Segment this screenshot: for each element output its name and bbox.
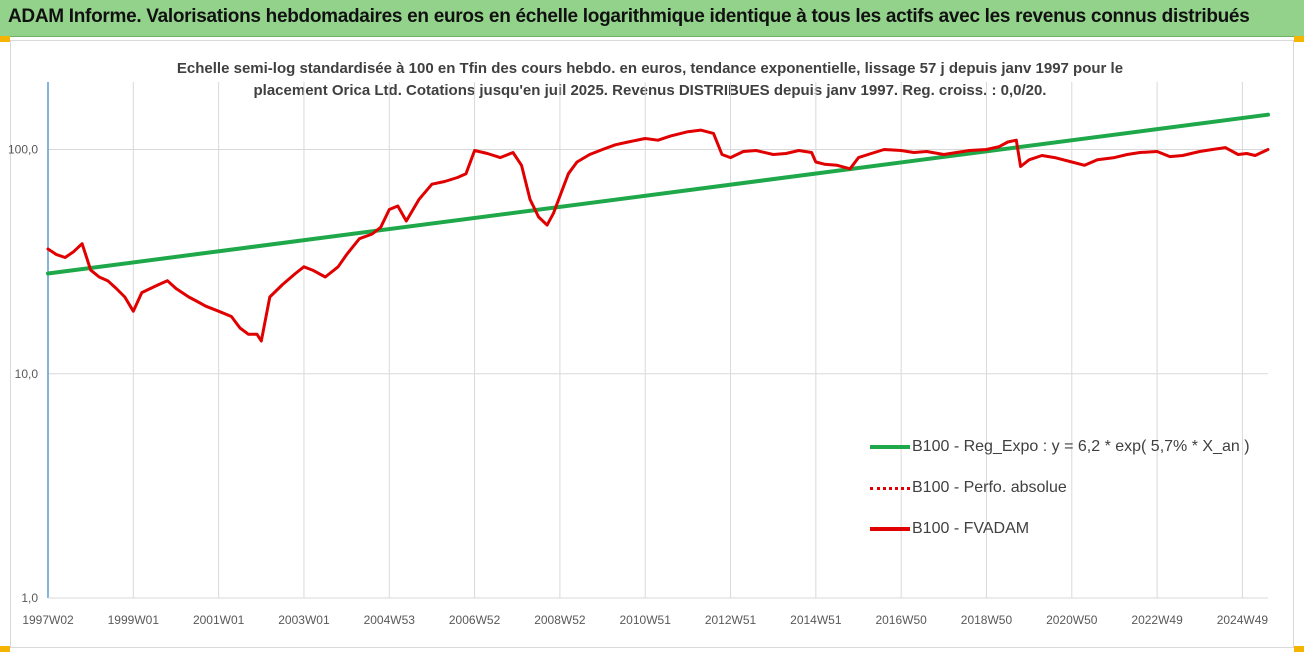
corner-mark (1294, 36, 1304, 42)
legend-label-regression: B100 - Reg_Expo : y = 6,2 * exp( 5,7% * … (912, 438, 1250, 455)
legend-swatch-fvadam (870, 527, 910, 531)
y-tick-label: 10,0 (15, 367, 39, 381)
legend-entry-perfo: B100 - Perfo. absolue (870, 477, 1270, 499)
y-tick-label: 1,0 (21, 591, 38, 605)
x-tick-label: 2022W49 (1131, 613, 1183, 627)
x-tick-label: 2018W50 (961, 613, 1013, 627)
x-tick-label: 2014W51 (790, 613, 842, 627)
corner-mark (0, 36, 10, 42)
legend-label-fvadam: B100 - FVADAM (912, 520, 1030, 537)
corner-mark (1294, 646, 1304, 652)
regression-line (46, 112, 1270, 276)
chart-area (10, 40, 1294, 648)
legend-label-perfo: B100 - Perfo. absolue (912, 479, 1067, 496)
x-tick-label: 2006W52 (449, 613, 501, 627)
x-tick-label: 2020W50 (1046, 613, 1098, 627)
x-tick-label: 2016W50 (875, 613, 927, 627)
x-tick-label: 1997W02 (22, 613, 74, 627)
chart-subtitle-line1: Echelle semi-log standardisée à 100 en T… (176, 60, 1124, 77)
title-banner: ADAM Informe. Valorisations hebdomadaire… (0, 0, 1304, 37)
x-tick-label: 2001W01 (193, 613, 245, 627)
fvadam-series-line (46, 128, 1270, 343)
y-tick-label: 100,0 (8, 143, 38, 157)
legend-swatch-regression (870, 445, 910, 449)
x-tick-label: 2024W49 (1217, 613, 1269, 627)
page-title: ADAM Informe. Valorisations hebdomadaire… (8, 6, 1250, 27)
chart-subtitle: Echelle semi-log standardisée à 100 en T… (150, 58, 1150, 102)
chart-subtitle-line2: placement Orica Ltd. Cotations jusqu'en … (253, 82, 1047, 99)
x-tick-label: 2008W52 (534, 613, 586, 627)
x-tick-label: 2003W01 (278, 613, 330, 627)
legend-swatch-perfo (870, 486, 910, 490)
chart-legend: B100 - Reg_Expo : y = 6,2 * exp( 5,7% * … (870, 436, 1270, 559)
x-tick-label: 1999W01 (108, 613, 160, 627)
x-tick-label: 2010W51 (620, 613, 672, 627)
x-tick-label: 2012W51 (705, 613, 757, 627)
corner-mark (0, 646, 10, 652)
legend-entry-regression: B100 - Reg_Expo : y = 6,2 * exp( 5,7% * … (870, 436, 1270, 458)
legend-entry-fvadam: B100 - FVADAM (870, 518, 1270, 540)
x-tick-label: 2004W53 (364, 613, 416, 627)
